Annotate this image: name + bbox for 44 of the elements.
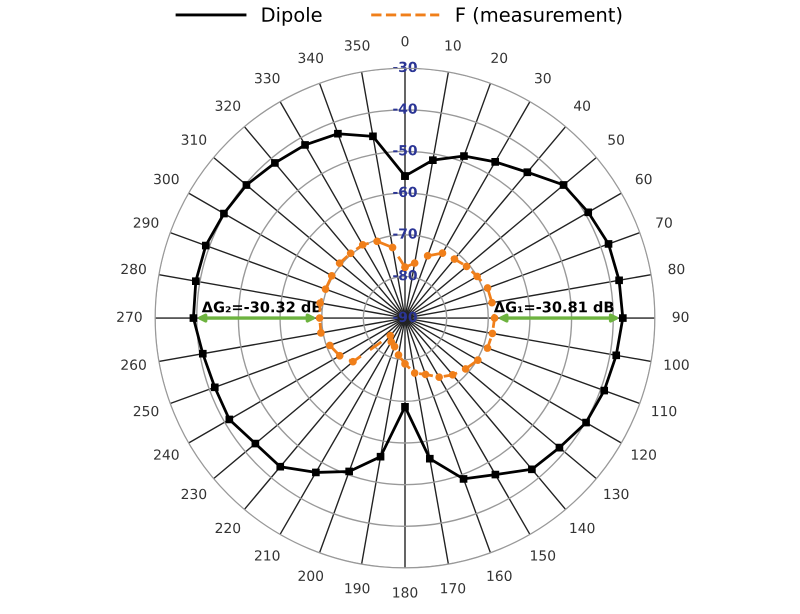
spoke-label: 20 xyxy=(491,52,508,64)
legend-label: F (measurement) xyxy=(456,6,622,24)
legend-label: Dipole xyxy=(262,6,322,26)
spoke-label: 310 xyxy=(182,134,206,145)
spoke-label: 40 xyxy=(574,100,590,111)
spoke-label: 240 xyxy=(154,449,179,460)
spoke-label: 190 xyxy=(345,582,370,594)
spoke-label: 320 xyxy=(216,100,240,111)
spoke-label: 30 xyxy=(535,72,551,84)
spoke-label: 160 xyxy=(488,570,512,582)
spoke-label: 10 xyxy=(446,40,461,51)
spoke-label: 300 xyxy=(154,174,179,184)
spoke-label: 200 xyxy=(298,570,324,582)
y-tick-label: -70 xyxy=(393,228,417,239)
spoke-label: 270 xyxy=(117,312,142,322)
spoke-label: 120 xyxy=(632,449,656,460)
y-tick-label: -90 xyxy=(393,312,417,322)
y-tick-label: -60 xyxy=(393,186,417,198)
spoke-label: 90 xyxy=(672,312,689,322)
spoke-label: 0 xyxy=(401,36,408,46)
spoke-label: 140 xyxy=(570,522,594,534)
spoke-label: 340 xyxy=(298,52,324,64)
spoke-label: 220 xyxy=(216,522,240,534)
spoke-label: 50 xyxy=(608,134,624,145)
spoke-label: 100 xyxy=(664,359,689,370)
spoke-label: 350 xyxy=(344,40,370,51)
spoke-label: 170 xyxy=(441,582,466,594)
spoke-label: 210 xyxy=(254,550,280,561)
spoke-label: 60 xyxy=(636,174,652,184)
spoke-label: 280 xyxy=(121,264,146,274)
spoke-label: 80 xyxy=(668,264,684,274)
spoke-label: 330 xyxy=(255,72,280,84)
spoke-label: 250 xyxy=(134,406,158,416)
spoke-label: 260 xyxy=(121,359,146,370)
spoke-label: 70 xyxy=(656,217,672,228)
text: ΔG₁=-30.81 dB xyxy=(494,301,614,312)
spoke-label: 110 xyxy=(652,406,676,416)
y-tick-label: -50 xyxy=(393,144,417,156)
spoke-label: 290 xyxy=(134,217,158,228)
y-tick-label: -40 xyxy=(393,103,417,114)
spoke-label: 130 xyxy=(604,488,628,500)
spoke-label: 180 xyxy=(393,587,418,598)
spoke-label: 150 xyxy=(531,550,556,561)
spoke-label: 230 xyxy=(182,488,206,500)
